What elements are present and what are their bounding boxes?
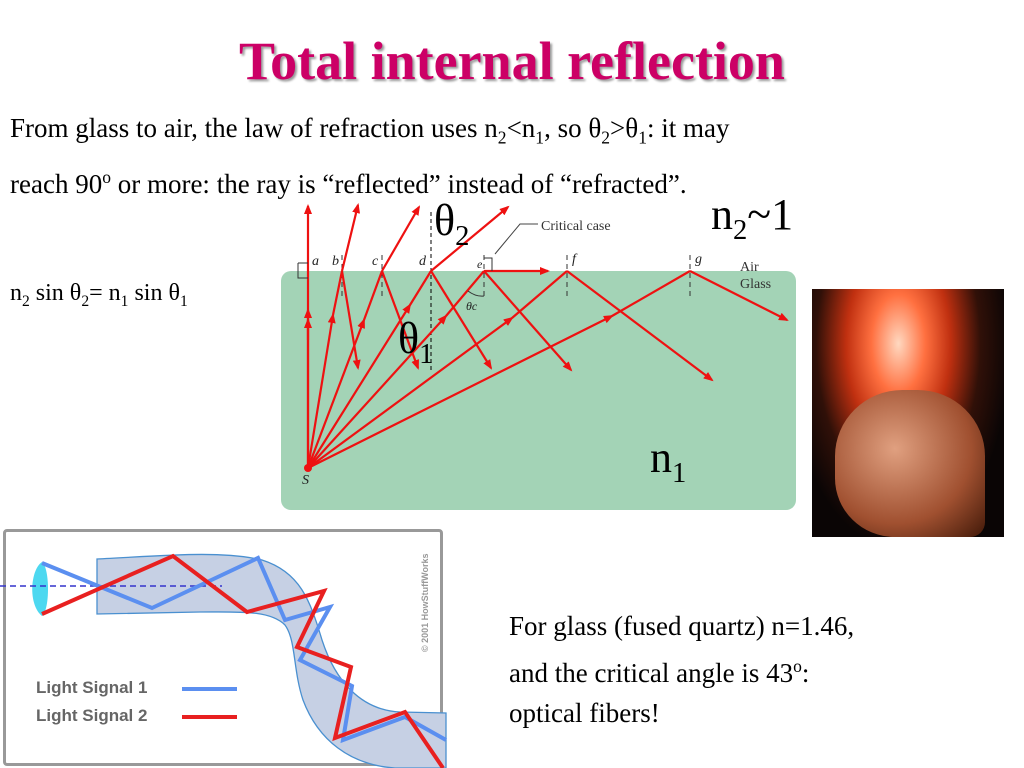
glass-label: Glass [740, 277, 772, 292]
text: n [10, 280, 22, 306]
light-signal-1-path [41, 555, 447, 744]
text: >θ [610, 113, 639, 143]
critical-angle-label: θc [466, 299, 478, 313]
text: θ [434, 196, 456, 245]
air-label: Air [740, 260, 759, 275]
superscript: o [793, 656, 802, 676]
source-label: S [302, 473, 309, 488]
point-c-label: c [372, 254, 379, 269]
point-d-label: d [419, 254, 426, 269]
point-e-label: e [477, 257, 483, 271]
text: and the critical angle is 43 [509, 658, 794, 688]
rays [304, 203, 789, 469]
text: : it may [646, 113, 730, 143]
intro-line-2: reach 90o or more: the ray is “reflected… [10, 157, 729, 204]
fiber-illustration-frame [3, 529, 443, 766]
subscript: 1 [179, 292, 188, 310]
critical-angle-arc [467, 290, 485, 297]
n2-label: n2~1 [711, 190, 793, 256]
subscript: 1 [419, 338, 434, 370]
intro-line-1: From glass to air, the law of refraction… [10, 108, 729, 157]
snell-equation: n2 sin θ2= n1 sin θ1 [10, 280, 188, 311]
slide-title: Total internal reflection [239, 31, 785, 91]
copyright-watermark: © 2001 HowStuffWorks [420, 553, 430, 653]
subscript: 1 [120, 292, 129, 310]
conclusion-text: For glass (fused quartz) n=1.46, and the… [509, 606, 854, 733]
right-angle-a [297, 262, 308, 279]
critical-case-label: Critical case [541, 219, 611, 234]
text: , so θ [544, 113, 602, 143]
conclusion-line-3: optical fibers! [509, 698, 660, 728]
optical-fiber-photo [812, 289, 1004, 537]
subscript: 2 [81, 292, 90, 310]
subscript: 1 [535, 127, 545, 148]
theta2-label: θ2 [434, 196, 469, 262]
n1-label: n1 [650, 433, 686, 499]
text: or more: the ray is “reflected” instead … [110, 169, 687, 200]
text: reach 90 [10, 169, 103, 200]
text: θ [398, 314, 420, 363]
glass-region [281, 271, 796, 510]
hand-shape [835, 390, 985, 537]
text: ~1 [747, 190, 794, 239]
ray-continuations [331, 270, 691, 321]
theta1-label: θ1 [398, 314, 433, 380]
text: : [801, 658, 810, 688]
text: = n [89, 280, 121, 306]
legend-signal-2: Light Signal 2 [36, 706, 148, 725]
subscript: 1 [638, 127, 647, 148]
critical-case-pointer [494, 223, 538, 255]
conclusion-line-1: For glass (fused quartz) n=1.46, [509, 611, 855, 641]
superscript: o [102, 167, 111, 188]
lens-icon [32, 562, 48, 616]
subscript: 1 [672, 457, 687, 489]
conclusion-line-2: and the critical angle is 43o: [509, 646, 854, 693]
text: n [711, 190, 733, 239]
subscript: 2 [22, 292, 30, 310]
text: sin θ [29, 280, 82, 306]
subscript: 2 [497, 127, 507, 148]
text: sin θ [128, 280, 180, 306]
right-angle-e [484, 257, 493, 271]
point-f-label: f [572, 252, 576, 267]
point-g-label: g [695, 252, 702, 267]
light-signal-2-path [41, 553, 445, 768]
subscript: 2 [455, 220, 470, 252]
text: n [650, 433, 672, 482]
legend-signal-1: Light Signal 1 [36, 678, 148, 697]
subscript: 2 [601, 127, 611, 148]
subscript: 2 [733, 214, 748, 246]
source-point [304, 464, 312, 472]
point-a-label: a [312, 254, 319, 269]
point-b-label: b [332, 254, 339, 269]
text: From glass to air, the law of refraction… [10, 113, 498, 143]
text: <n [506, 113, 536, 143]
intro-text: From glass to air, the law of refraction… [10, 108, 729, 204]
